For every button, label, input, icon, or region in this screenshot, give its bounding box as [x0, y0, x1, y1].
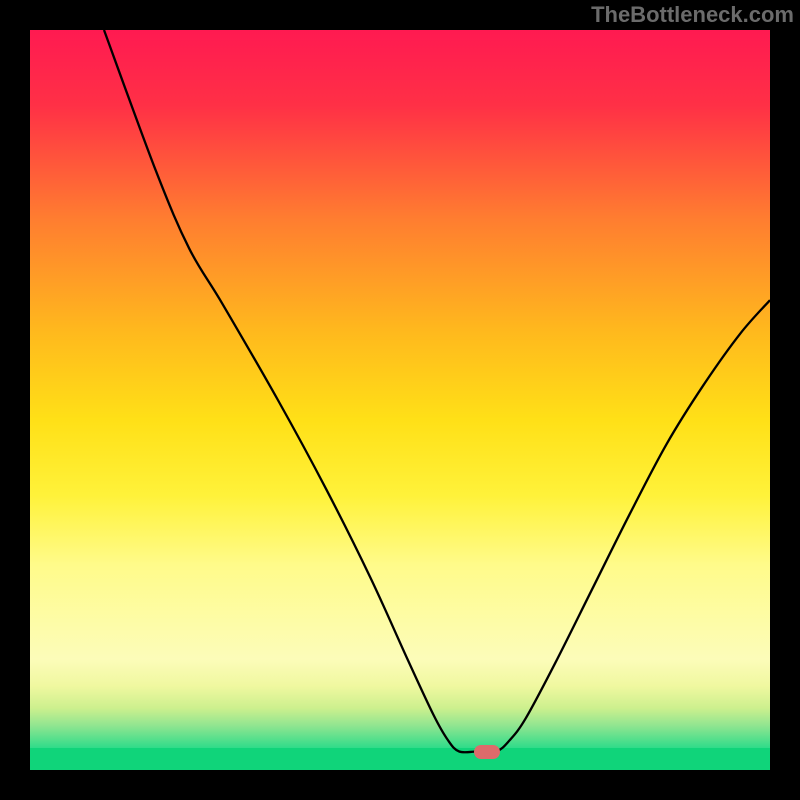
curve-line	[30, 30, 770, 770]
curve-path	[104, 30, 770, 752]
plot-area	[30, 30, 770, 770]
minimum-marker	[474, 745, 500, 759]
watermark-text: TheBottleneck.com	[591, 2, 794, 28]
chart-container: TheBottleneck.com	[0, 0, 800, 800]
